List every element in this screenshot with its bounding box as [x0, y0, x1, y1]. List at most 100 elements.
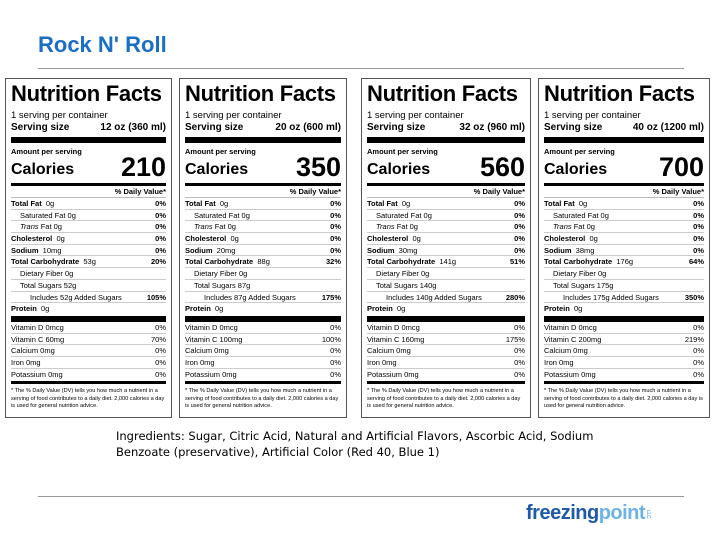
servings-per-container: 1 serving per container	[367, 110, 464, 121]
row-dv: 0%	[330, 210, 341, 220]
vitamin-dv: 0%	[514, 346, 525, 356]
row-label: Total Sugars 87g	[194, 280, 251, 290]
vitamin-dv: 100%	[321, 334, 341, 344]
vitamin-label: Vitamin D 0mcg	[367, 322, 420, 332]
calories-label: Calories	[11, 161, 75, 178]
servings-per-container: 1 serving per container	[11, 110, 108, 121]
daily-value-header: % Daily Value*	[544, 186, 704, 198]
calories-value: 560	[479, 152, 525, 182]
vitamin-row: Iron 0mg 0%	[367, 357, 525, 369]
vitamin-row: Vitamin C 60mg 70%	[11, 334, 166, 346]
vitamin-label: Calcium 0mg	[544, 346, 588, 356]
row-amount: 88g	[257, 257, 270, 267]
vitamin-dv: 70%	[150, 334, 166, 344]
nutrition-label: Nutrition Facts 1 serving per container …	[538, 78, 710, 418]
nutrient-row: Dietary Fiber 0g	[185, 268, 341, 280]
amount-per-serving: Amount per serving	[11, 147, 82, 156]
trans-label: Trans	[553, 222, 572, 232]
row-amount: 0g	[578, 199, 588, 208]
row-label: Includes 175g Added Sugars	[563, 292, 659, 302]
vitamin-dv: 0%	[330, 322, 341, 332]
vitamin-label: Vitamin C 200mg	[544, 334, 602, 344]
row-dv: 0%	[514, 234, 525, 244]
row-dv: 0%	[514, 199, 525, 208]
footnote: * The % Daily Value (DV) tells you how m…	[544, 388, 703, 409]
nutrient-row: Includes 87g Added Sugars 175%	[185, 292, 341, 304]
row-label: Total Sugars 140g	[376, 280, 437, 290]
medium-divider	[544, 381, 704, 385]
vitamin-row: Iron 0mg 0%	[185, 357, 341, 369]
row-label: Cholesterol	[185, 234, 227, 244]
serving-size-value: 12 oz (360 ml)	[100, 122, 166, 133]
row-amount: 0g	[397, 304, 406, 314]
nutrient-row: Cholesterol 0g 0%	[367, 233, 525, 245]
row-amount: Fat 0g	[573, 222, 595, 232]
logo-suffix: LLC	[645, 509, 652, 518]
vitamin-dv: 219%	[684, 334, 704, 344]
vitamin-label: Iron 0mg	[367, 357, 397, 367]
row-amount: 0g	[56, 234, 65, 244]
row-amount: 0g	[215, 304, 224, 314]
thick-divider	[11, 137, 166, 143]
vitamin-row: Potassium 0mg 0%	[544, 369, 704, 381]
vitamin-label: Vitamin C 160mg	[367, 334, 425, 344]
vitamin-label: Vitamin C 60mg	[11, 334, 65, 344]
nutrition-label: Nutrition Facts 1 serving per container …	[361, 78, 531, 418]
row-label: Protein	[544, 304, 570, 314]
medium-divider	[11, 183, 166, 186]
footnote: * The % Daily Value (DV) tells you how m…	[185, 388, 339, 409]
row-label: Cholesterol	[367, 234, 409, 244]
page-title: Rock N' Roll	[38, 32, 167, 57]
row-amount: Fat 0g	[40, 222, 62, 232]
thick-divider	[185, 315, 341, 322]
vitamin-dv: 0%	[330, 369, 341, 379]
servings-per-container: 1 serving per container	[185, 110, 282, 121]
row-dv: 0%	[330, 234, 341, 244]
vitamin-row: Potassium 0mg 0%	[185, 369, 341, 381]
row-dv: 20%	[150, 257, 166, 267]
vitamin-label: Potassium 0mg	[185, 369, 237, 379]
nutrient-row: Sodium 20mg 0%	[185, 245, 341, 257]
daily-value-header: % Daily Value*	[185, 186, 341, 198]
vitamin-dv: 175%	[505, 334, 525, 344]
row-amount: 38mg	[575, 245, 595, 255]
row-label: Protein	[367, 304, 393, 314]
nutrient-row: Cholesterol 0g 0%	[185, 233, 341, 245]
nutrient-row: Saturated Fat 0g 0%	[11, 210, 166, 222]
serving-size: Serving size 12 oz (360 ml)	[11, 122, 166, 134]
row-amount: 10mg	[42, 245, 62, 255]
row-label: Sodium	[367, 245, 395, 255]
row-label: Dietary Fiber 0g	[376, 269, 430, 279]
row-label: Sodium	[11, 245, 39, 255]
row-dv: 350%	[684, 292, 704, 302]
row-label: Protein	[11, 304, 37, 314]
nutrient-row: Total Fat 0g 0%	[11, 198, 166, 210]
serving-size: Serving size 40 oz (1200 ml)	[544, 122, 704, 134]
vitamin-row: Vitamin C 160mg 175%	[367, 334, 525, 346]
row-dv: 105%	[146, 292, 166, 302]
row-dv: 0%	[155, 234, 166, 244]
nutrient-row: Total Fat 0g 0%	[185, 198, 341, 210]
row-label: Total Carbohydrate	[367, 257, 436, 267]
row-amount: 53g	[83, 257, 96, 267]
thick-divider	[544, 315, 704, 322]
thick-divider	[11, 315, 166, 322]
row-amount: 176g	[616, 257, 634, 267]
thick-divider	[544, 137, 704, 143]
row-amount: 0g	[574, 304, 583, 314]
row-label: Dietary Fiber 0g	[194, 269, 248, 279]
vitamin-label: Iron 0mg	[185, 357, 215, 367]
nutrient-row: Includes 140g Added Sugars 280%	[367, 292, 525, 304]
row-label: Total Carbohydrate	[11, 257, 80, 267]
row-amount: Fat 0g	[214, 222, 236, 232]
vitamin-dv: 0%	[155, 322, 166, 332]
top-divider	[38, 68, 684, 69]
vitamin-row: Vitamin D 0mcg 0%	[11, 322, 166, 334]
row-amount: 141g	[439, 257, 457, 267]
row-label: Dietary Fiber 0g	[20, 269, 74, 279]
vitamin-dv: 0%	[155, 357, 166, 367]
nutrient-row: Total Carbohydrate 176g 64%	[544, 256, 704, 269]
nutrient-row: Includes 52g Added Sugars 105%	[11, 292, 166, 304]
row-dv: 0%	[330, 199, 341, 208]
calories: Calories 210	[11, 154, 166, 181]
